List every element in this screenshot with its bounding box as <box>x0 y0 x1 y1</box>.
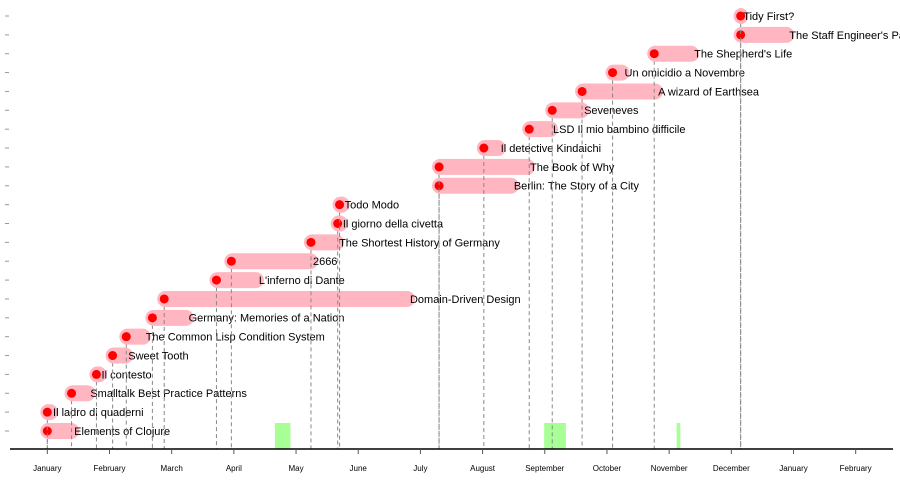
book-title: Sweet Tooth <box>128 350 188 362</box>
x-tick-label: April <box>226 464 242 473</box>
book-title: Todo Modo <box>345 200 399 212</box>
start-dot <box>736 30 746 40</box>
x-tick-label: July <box>413 464 427 473</box>
book-title: The Shepherd's Life <box>694 49 792 61</box>
start-dot <box>67 388 77 398</box>
book-title: Smalltalk Best Practice Patterns <box>90 388 247 400</box>
highlight <box>544 423 566 449</box>
reading-bar <box>432 158 535 175</box>
book-title: Il detective Kindaichi <box>501 143 601 155</box>
start-dot <box>524 124 534 134</box>
book-title: Un omicidio a Novembre <box>625 67 745 79</box>
start-dot <box>108 351 118 361</box>
reading-bar <box>575 83 664 100</box>
reading-bar <box>40 423 80 439</box>
x-tick-label: October <box>593 464 622 473</box>
book-title: Tidy First? <box>743 11 794 23</box>
reading-bar <box>224 253 318 270</box>
book-title: The Staff Engineer's Path <box>789 30 900 42</box>
x-tick-label: February <box>93 464 125 473</box>
reading-bar <box>733 26 795 43</box>
book-title: The Shortest History of Germany <box>339 237 500 249</box>
start-dot <box>147 313 157 323</box>
reading-bar <box>303 234 345 251</box>
start-dot <box>649 49 659 59</box>
start-dot <box>121 332 131 342</box>
book-title: L'inferno di Dante <box>259 275 345 287</box>
start-dot <box>335 200 345 210</box>
x-tick-label: September <box>525 464 564 473</box>
start-dot <box>577 86 587 96</box>
reading-bar <box>432 177 519 194</box>
highlight <box>274 423 291 449</box>
x-tick-label: December <box>713 464 750 473</box>
start-dot <box>42 426 52 436</box>
reading-bar <box>647 45 700 62</box>
start-dot <box>211 275 221 285</box>
x-tick-label: February <box>840 464 872 473</box>
start-dot <box>91 369 101 379</box>
reading-bar <box>145 309 194 326</box>
book-title: The Common Lisp Condition System <box>146 332 325 344</box>
x-tick-label: August <box>470 464 496 473</box>
start-dot <box>226 256 236 266</box>
start-dot <box>159 294 169 304</box>
start-dot <box>547 105 557 115</box>
x-tick-label: January <box>779 464 807 473</box>
start-dot <box>479 143 489 153</box>
reading-bar <box>157 290 415 307</box>
book-title: A wizard of Earthsea <box>658 86 760 98</box>
book-title: LSD Il mio bambino difficile <box>553 124 685 136</box>
highlight <box>676 423 681 449</box>
book-title: Elements of Clojure <box>74 426 170 438</box>
reading-bar <box>545 102 590 119</box>
start-dot <box>434 162 444 172</box>
x-tick-label: May <box>288 464 303 473</box>
book-title: 2666 <box>313 256 337 268</box>
book-title: The Book of Why <box>530 162 615 174</box>
book-title: Seveneves <box>584 105 639 117</box>
start-dot <box>608 68 618 78</box>
x-tick-label: June <box>350 464 368 473</box>
start-dot <box>434 181 444 191</box>
start-dot <box>306 237 316 247</box>
book-title: Il giorno della civetta <box>343 218 444 230</box>
start-dot <box>42 407 52 417</box>
book-title: Il ladro di quaderni <box>53 407 144 419</box>
book-title: Germany: Memories of a Nation <box>189 313 345 325</box>
x-tick-label: January <box>33 464 61 473</box>
start-dot <box>333 219 343 228</box>
book-title: Berlin: The Story of a City <box>514 181 640 193</box>
reading-bar <box>209 272 264 289</box>
start-dot <box>736 11 746 21</box>
book-title: Domain-Driven Design <box>410 294 521 306</box>
x-tick-label: November <box>651 464 688 473</box>
x-tick-label: March <box>161 464 183 473</box>
